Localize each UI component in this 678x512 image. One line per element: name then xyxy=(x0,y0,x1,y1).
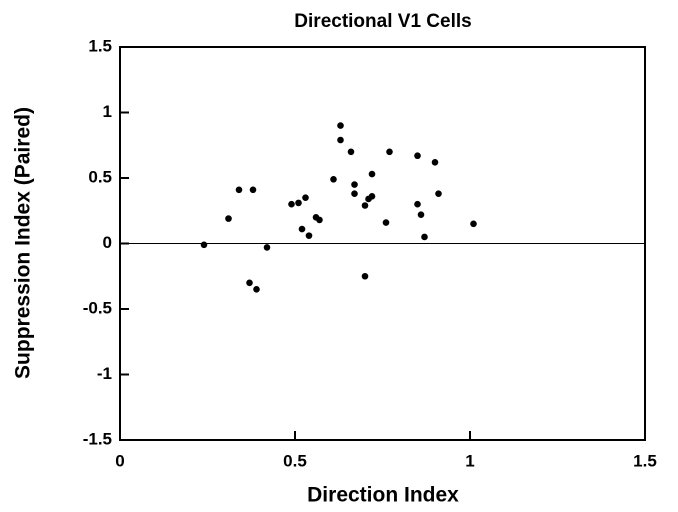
point xyxy=(368,193,376,200)
point xyxy=(431,158,439,166)
chart-title: Directional V1 Cells xyxy=(294,11,471,32)
point xyxy=(253,286,260,293)
point xyxy=(235,186,243,194)
y-tick-label: 1 xyxy=(103,102,112,121)
point xyxy=(305,232,313,239)
point xyxy=(361,272,369,280)
y-tick-label: -0.5 xyxy=(83,298,112,317)
point xyxy=(330,176,337,183)
point xyxy=(295,199,302,207)
point xyxy=(382,219,390,226)
point xyxy=(417,211,425,218)
point xyxy=(368,170,376,178)
x-axis-label: Direction Index xyxy=(307,484,459,507)
point xyxy=(225,215,232,222)
point xyxy=(263,244,271,251)
x-tick-label: 1 xyxy=(465,451,474,470)
point xyxy=(246,279,253,287)
point xyxy=(200,241,208,249)
point xyxy=(351,190,358,198)
point xyxy=(316,216,323,224)
x-tick-label: 0.5 xyxy=(283,451,307,470)
point xyxy=(337,136,344,144)
point xyxy=(337,122,344,129)
point xyxy=(421,233,428,241)
point xyxy=(414,200,421,208)
y-tick-label: 0.5 xyxy=(88,167,112,186)
point xyxy=(298,225,306,233)
y-axis-label: Suppression Index (Paired) xyxy=(12,107,35,379)
point xyxy=(435,190,442,198)
x-tick-label: 1.5 xyxy=(633,451,657,470)
point xyxy=(288,200,295,208)
point xyxy=(386,148,393,156)
y-tick-label: 1.5 xyxy=(88,36,112,55)
y-tick-label: -1.5 xyxy=(83,429,112,448)
point xyxy=(302,194,309,201)
x-tick-label: 0 xyxy=(115,451,124,470)
point xyxy=(347,148,355,156)
point xyxy=(361,202,369,209)
point xyxy=(351,181,358,188)
point xyxy=(249,186,257,194)
point xyxy=(414,152,421,160)
point xyxy=(470,220,477,228)
y-tick-label: -1 xyxy=(97,364,112,383)
y-tick-label: 0 xyxy=(103,233,112,252)
